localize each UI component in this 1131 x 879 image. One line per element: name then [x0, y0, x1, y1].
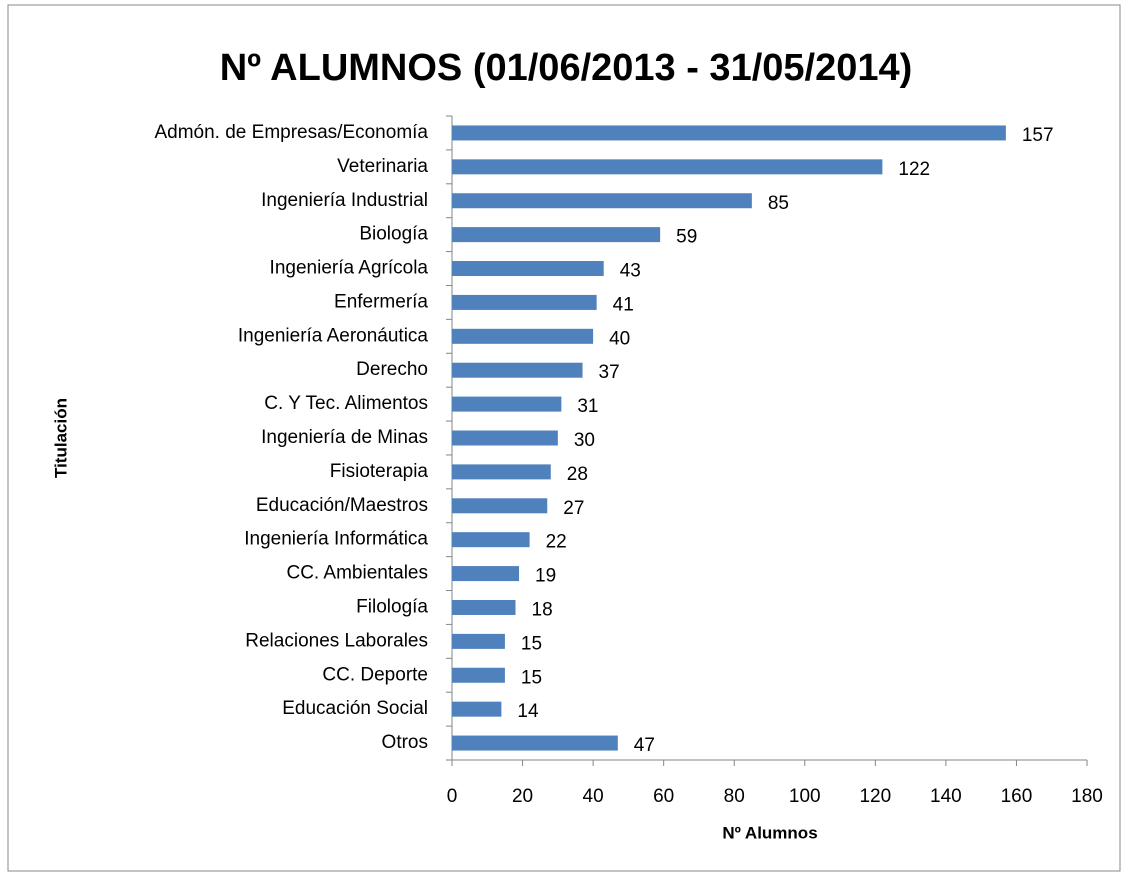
y-tick-label: Ingeniería Aeronáutica: [238, 325, 429, 346]
data-label: 122: [898, 159, 930, 180]
x-tick-label: 180: [1071, 786, 1103, 807]
data-label: 15: [521, 667, 542, 688]
data-label: 41: [613, 294, 634, 315]
y-tick-label: Admón. de Empresas/Economía: [154, 122, 428, 143]
bar: [452, 599, 516, 615]
bar: [452, 227, 661, 243]
y-tick-label: Fisioterapia: [330, 461, 429, 482]
x-tick-label: 160: [1001, 786, 1033, 807]
y-tick-label: Enfermería: [334, 291, 428, 312]
x-tick-label: 100: [789, 786, 821, 807]
bar: [452, 396, 562, 412]
data-label: 27: [563, 498, 584, 519]
x-tick-label: 20: [512, 786, 533, 807]
bar: [452, 159, 883, 175]
bar: [452, 294, 597, 310]
y-tick-label: Veterinaria: [337, 156, 428, 177]
data-label: 47: [634, 735, 655, 756]
y-tick-label: Ingeniería Agrícola: [270, 258, 429, 279]
bar: [452, 498, 548, 514]
y-tick-label: Otros: [382, 732, 428, 753]
y-tick-label: Biología: [359, 224, 428, 245]
bar: [452, 701, 502, 717]
data-label: 15: [521, 633, 542, 654]
bar: [452, 430, 558, 446]
x-axis-title: Nº Alumnos: [722, 823, 817, 842]
x-tick-label: 60: [653, 786, 674, 807]
y-tick-label: Ingeniería Informática: [244, 529, 428, 550]
bar: [452, 667, 505, 683]
data-label: 157: [1022, 125, 1054, 146]
data-label: 22: [546, 532, 567, 553]
chart-frame: [7, 4, 1121, 872]
data-label: 40: [609, 328, 630, 349]
y-tick-label: Relaciones Laborales: [245, 630, 428, 651]
x-tick-label: 40: [583, 786, 604, 807]
x-tick-label: 120: [859, 786, 891, 807]
y-tick-label: Educación Social: [282, 698, 428, 719]
x-tick-label: 80: [724, 786, 745, 807]
y-tick-label: Derecho: [356, 359, 428, 380]
x-tick-label: 140: [930, 786, 962, 807]
bar: [452, 328, 594, 344]
bar: [452, 125, 1006, 141]
data-label: 31: [577, 396, 598, 417]
bar: [452, 261, 604, 277]
bar: [452, 193, 752, 209]
data-label: 18: [532, 599, 553, 620]
y-tick-label: Filología: [356, 596, 428, 617]
y-tick-label: Ingeniería de Minas: [261, 427, 428, 448]
chart-title: Nº ALUMNOS (01/06/2013 - 31/05/2014): [220, 47, 913, 89]
data-label: 19: [535, 566, 556, 587]
bar: [452, 464, 551, 480]
data-label: 28: [567, 464, 588, 485]
y-tick-label: C. Y Tec. Alimentos: [264, 393, 428, 414]
y-tick-label: CC. Deporte: [322, 664, 428, 685]
data-label: 59: [676, 227, 697, 248]
data-label: 37: [599, 362, 620, 383]
bar: [452, 633, 505, 649]
data-label: 30: [574, 430, 595, 451]
bar: [452, 532, 530, 548]
bar: [452, 735, 618, 751]
data-label: 14: [517, 701, 539, 722]
bar: [452, 362, 583, 378]
bar: [452, 566, 520, 582]
x-tick-label: 0: [447, 786, 458, 807]
y-tick-label: CC. Ambientales: [286, 563, 428, 584]
data-label: 85: [768, 193, 789, 214]
y-axis-title: Titulación: [51, 398, 70, 478]
data-label: 43: [620, 261, 641, 282]
y-tick-label: Educación/Maestros: [256, 495, 428, 516]
y-tick-label: Ingeniería Industrial: [261, 190, 428, 211]
